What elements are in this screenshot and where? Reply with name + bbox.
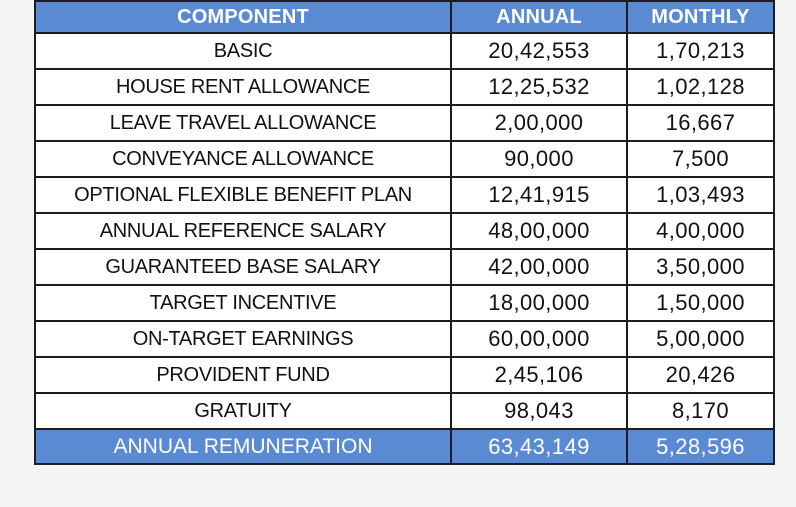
table-row: LEAVE TRAVEL ALLOWANCE 2,00,000 16,667 (34, 104, 775, 142)
row-component: GUARANTEED BASE SALARY (34, 248, 452, 286)
row-monthly: 5,00,000 (626, 320, 775, 358)
row-component: HOUSE RENT ALLOWANCE (34, 68, 452, 106)
row-annual: 60,00,000 (450, 320, 628, 358)
row-monthly: 7,500 (626, 140, 775, 178)
header-annual: ANNUAL (450, 0, 628, 34)
row-component: TARGET INCENTIVE (34, 284, 452, 322)
row-annual: 42,00,000 (450, 248, 628, 286)
row-monthly: 3,50,000 (626, 248, 775, 286)
table-header: COMPONENT ANNUAL MONTHLY (34, 0, 775, 34)
total-annual: 63,43,149 (450, 428, 628, 465)
row-monthly: 4,00,000 (626, 212, 775, 250)
total-component: ANNUAL REMUNERATION (34, 428, 452, 465)
row-component: ANNUAL REFERENCE SALARY (34, 212, 452, 250)
row-annual: 90,000 (450, 140, 628, 178)
row-component: OPTIONAL FLEXIBLE BENEFIT PLAN (34, 176, 452, 214)
table-row: TARGET INCENTIVE 18,00,000 1,50,000 (34, 284, 775, 322)
row-monthly: 1,02,128 (626, 68, 775, 106)
row-monthly: 8,170 (626, 392, 775, 430)
table-row: ANNUAL REFERENCE SALARY 48,00,000 4,00,0… (34, 212, 775, 250)
table-row: GUARANTEED BASE SALARY 42,00,000 3,50,00… (34, 248, 775, 286)
table-row: PROVIDENT FUND 2,45,106 20,426 (34, 356, 775, 394)
row-monthly: 1,70,213 (626, 32, 775, 70)
table-row: BASIC 20,42,553 1,70,213 (34, 32, 775, 70)
total-row: ANNUAL REMUNERATION 63,43,149 5,28,596 (34, 428, 775, 465)
row-component: BASIC (34, 32, 452, 70)
row-annual: 48,00,000 (450, 212, 628, 250)
row-monthly: 1,50,000 (626, 284, 775, 322)
row-component: ON-TARGET EARNINGS (34, 320, 452, 358)
salary-breakdown-table: COMPONENT ANNUAL MONTHLY BASIC 20,42,553… (34, 0, 775, 465)
row-component: LEAVE TRAVEL ALLOWANCE (34, 104, 452, 142)
row-component: PROVIDENT FUND (34, 356, 452, 394)
total-monthly: 5,28,596 (626, 428, 775, 465)
row-annual: 18,00,000 (450, 284, 628, 322)
header-component: COMPONENT (34, 0, 452, 34)
row-monthly: 1,03,493 (626, 176, 775, 214)
row-annual: 98,043 (450, 392, 628, 430)
table-body: BASIC 20,42,553 1,70,213 HOUSE RENT ALLO… (34, 32, 775, 430)
row-annual: 2,45,106 (450, 356, 628, 394)
row-annual: 2,00,000 (450, 104, 628, 142)
table-row: OPTIONAL FLEXIBLE BENEFIT PLAN 12,41,915… (34, 176, 775, 214)
row-component: CONVEYANCE ALLOWANCE (34, 140, 452, 178)
row-annual: 20,42,553 (450, 32, 628, 70)
table-row: GRATUITY 98,043 8,170 (34, 392, 775, 430)
header-row: COMPONENT ANNUAL MONTHLY (34, 0, 775, 34)
table-row: HOUSE RENT ALLOWANCE 12,25,532 1,02,128 (34, 68, 775, 106)
table-row: ON-TARGET EARNINGS 60,00,000 5,00,000 (34, 320, 775, 358)
row-monthly: 20,426 (626, 356, 775, 394)
row-component: GRATUITY (34, 392, 452, 430)
table-footer: ANNUAL REMUNERATION 63,43,149 5,28,596 (34, 428, 775, 465)
row-monthly: 16,667 (626, 104, 775, 142)
row-annual: 12,41,915 (450, 176, 628, 214)
row-annual: 12,25,532 (450, 68, 628, 106)
header-monthly: MONTHLY (626, 0, 775, 34)
table-row: CONVEYANCE ALLOWANCE 90,000 7,500 (34, 140, 775, 178)
